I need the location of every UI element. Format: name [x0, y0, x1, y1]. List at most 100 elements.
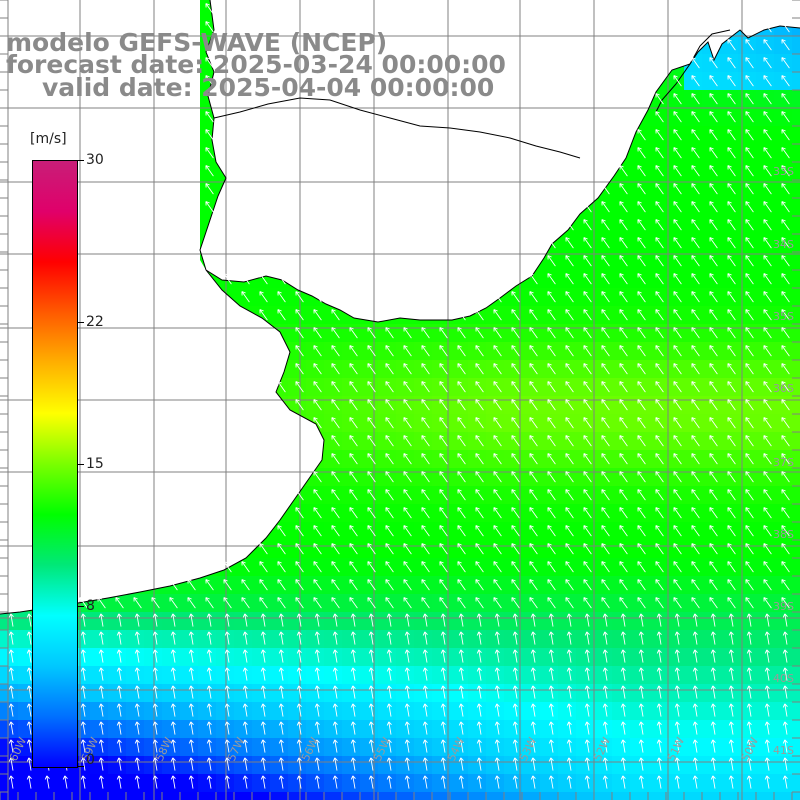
wind-arrow [709, 363, 718, 375]
field-cell [576, 756, 595, 775]
wind-arrow [566, 757, 572, 771]
wind-arrow [746, 649, 752, 663]
wind-arrow [475, 471, 484, 483]
wind-arrow [439, 489, 448, 501]
wind-arrow [529, 381, 538, 393]
field-cell [774, 594, 793, 613]
wind-arrow [242, 757, 248, 771]
wind-arrow [133, 597, 142, 609]
field-cell [720, 360, 739, 379]
field-cell [90, 792, 109, 800]
wind-arrow [349, 453, 358, 465]
field-cell [324, 666, 343, 685]
wind-arrow [439, 363, 448, 375]
field-cell [792, 684, 800, 703]
wind-arrow [295, 561, 304, 573]
wind-arrow [403, 543, 412, 555]
wind-arrow [781, 471, 790, 483]
wind-arrow [781, 21, 790, 33]
field-cell [558, 468, 577, 487]
field-cell [702, 432, 721, 451]
wind-arrow [385, 597, 394, 609]
wind-arrow [709, 417, 718, 429]
wind-arrow [709, 129, 718, 141]
field-cell [630, 612, 649, 631]
wind-arrow [710, 613, 716, 627]
wind-arrow [691, 471, 700, 483]
wind-arrow [547, 507, 556, 519]
field-cell [630, 666, 649, 685]
wind-arrow [8, 757, 14, 771]
wind-arrow [673, 327, 682, 339]
wind-arrow [493, 597, 502, 609]
wind-arrow [619, 255, 628, 267]
field-cell [126, 774, 145, 793]
field-cell [378, 576, 397, 595]
wind-arrow [512, 613, 518, 627]
wind-arrow [205, 21, 214, 33]
wind-arrow [242, 739, 248, 753]
wind-arrow [277, 543, 286, 555]
wind-arrow [691, 129, 700, 141]
field-cell [450, 720, 469, 739]
field-cell [630, 738, 649, 757]
wind-arrow [242, 703, 248, 717]
wind-arrow [601, 327, 610, 339]
colorbar-tick-mark [78, 766, 84, 767]
wind-arrow [350, 649, 356, 663]
field-cell [0, 666, 19, 685]
wind-arrow [277, 291, 286, 303]
field-cell [396, 468, 415, 487]
wind-arrow [745, 381, 754, 393]
wind-arrow [728, 775, 734, 789]
field-cell [630, 270, 649, 289]
field-cell [504, 288, 523, 307]
wind-arrow [637, 327, 646, 339]
field-cell [432, 396, 451, 415]
wind-arrow [763, 417, 772, 429]
field-cell [486, 666, 505, 685]
wind-arrow [529, 417, 538, 429]
field-cell [126, 720, 145, 739]
field-cell [504, 342, 523, 361]
wind-arrow [278, 775, 284, 789]
field-cell [738, 378, 757, 397]
field-cell [702, 414, 721, 433]
field-cell [414, 378, 433, 397]
wind-arrow [367, 381, 376, 393]
wind-arrow [763, 57, 772, 69]
field-cell [702, 792, 721, 800]
wind-arrow [583, 579, 592, 591]
field-cell [720, 702, 739, 721]
field-cell [450, 702, 469, 721]
coastline-ocean [205, 25, 800, 323]
field-cell [288, 684, 307, 703]
wind-arrow [385, 417, 394, 429]
field-cell [90, 756, 109, 775]
field-cell [450, 486, 469, 505]
wind-arrow [295, 291, 304, 303]
field-cell [468, 774, 487, 793]
field-cell [468, 630, 487, 649]
wind-arrow [674, 757, 680, 771]
wind-arrow [368, 739, 374, 753]
wind-arrow [331, 417, 340, 429]
wind-arrow [295, 345, 304, 357]
wind-arrow [655, 309, 664, 321]
field-cell [252, 558, 271, 577]
colorbar-tick-label: 15 [86, 456, 104, 472]
wind-arrow [602, 667, 608, 681]
wind-arrow [727, 327, 736, 339]
field-cell [288, 738, 307, 757]
wind-arrow [511, 561, 520, 573]
field-cell [378, 666, 397, 685]
field-cell [630, 576, 649, 595]
field-cell [432, 738, 451, 757]
field-cell [648, 774, 667, 793]
wind-arrow [601, 489, 610, 501]
wind-arrow [782, 631, 788, 645]
field-cell [432, 612, 451, 631]
field-cell [522, 774, 541, 793]
wind-arrow [493, 381, 502, 393]
wind-arrow [727, 165, 736, 177]
